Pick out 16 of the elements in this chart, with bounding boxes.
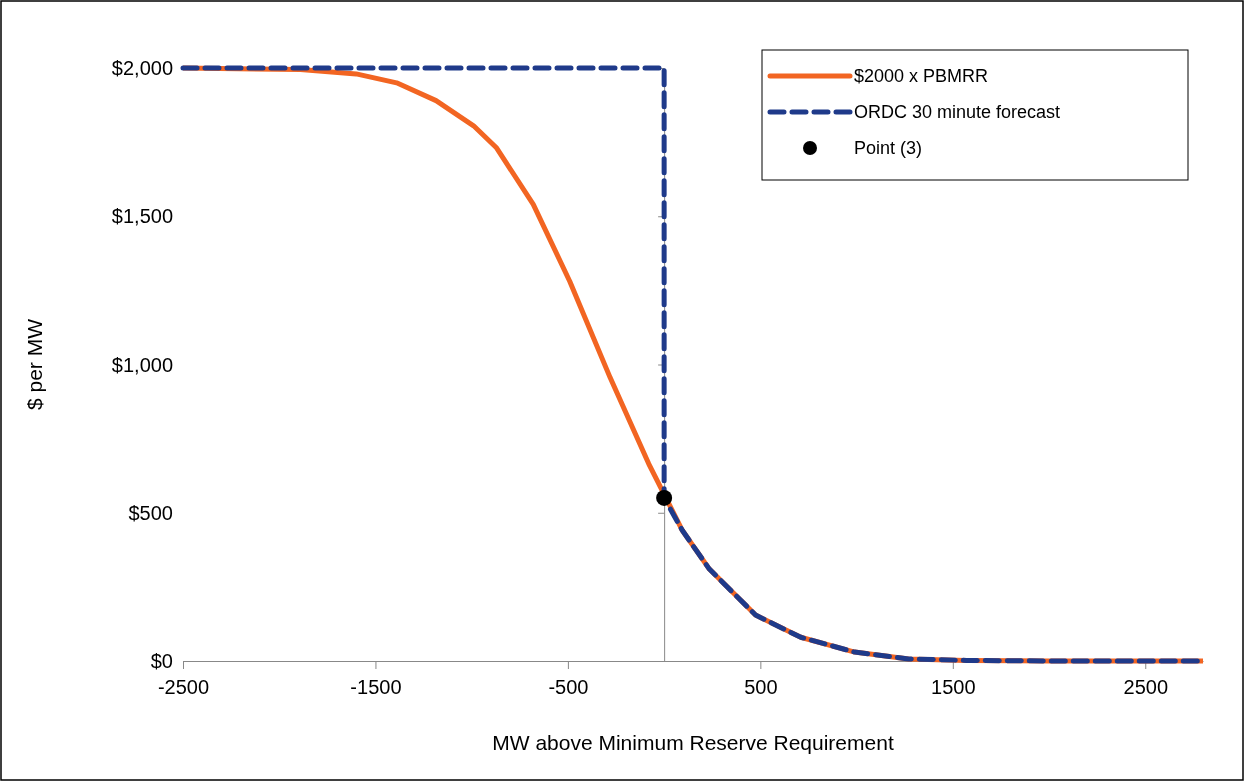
- x-axis-title: MW above Minimum Reserve Requirement: [492, 731, 894, 754]
- legend-label: ORDC 30 minute forecast: [854, 102, 1061, 123]
- legend-label: $2000 x PBMRR: [854, 66, 989, 87]
- x-tick-label: 2500: [1123, 676, 1169, 698]
- y-tick-label: $0: [150, 650, 173, 672]
- x-tick-label: -2500: [157, 676, 210, 698]
- y-tick-label: $2,000: [111, 57, 173, 79]
- y-tick-label: $1,000: [111, 353, 173, 376]
- y-axis-title: $ per MW: [23, 318, 46, 411]
- x-tick-label: 500: [744, 676, 778, 698]
- y-tick-label: $1,500: [111, 205, 173, 228]
- x-tick-label: -500: [548, 676, 589, 698]
- y-tick-label: $500: [128, 501, 173, 524]
- x-tick-label: -1500: [350, 676, 402, 698]
- x-tick-label: 1500: [931, 676, 976, 698]
- legend-label: Point (3): [854, 138, 923, 159]
